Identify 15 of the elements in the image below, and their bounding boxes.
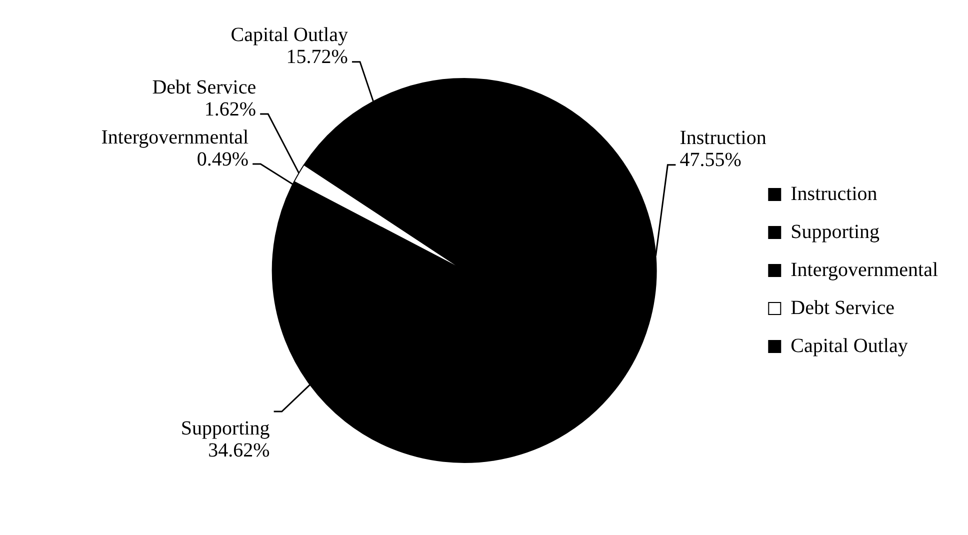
legend-label: Instruction: [790, 182, 878, 205]
data-label: 0.49%: [196, 148, 249, 170]
slice-label: Debt Service: [152, 76, 256, 98]
legend-label: Intergovernmental: [790, 258, 938, 281]
legend-label: Capital Outlay: [790, 334, 908, 357]
slice-label: Intergovernmental: [101, 126, 250, 148]
data-label: 47.55%: [680, 149, 742, 172]
slice-label: Capital Outlay: [230, 24, 348, 46]
data-label: 15.72%: [286, 46, 348, 68]
slice-label: Instruction: [680, 127, 766, 150]
data-label: 1.62%: [204, 98, 256, 120]
slice-label: Supporting: [180, 418, 270, 440]
legend-label: Debt Service: [790, 296, 895, 319]
legend-label: Supporting: [790, 220, 880, 243]
data-label: 34.62%: [208, 440, 270, 462]
